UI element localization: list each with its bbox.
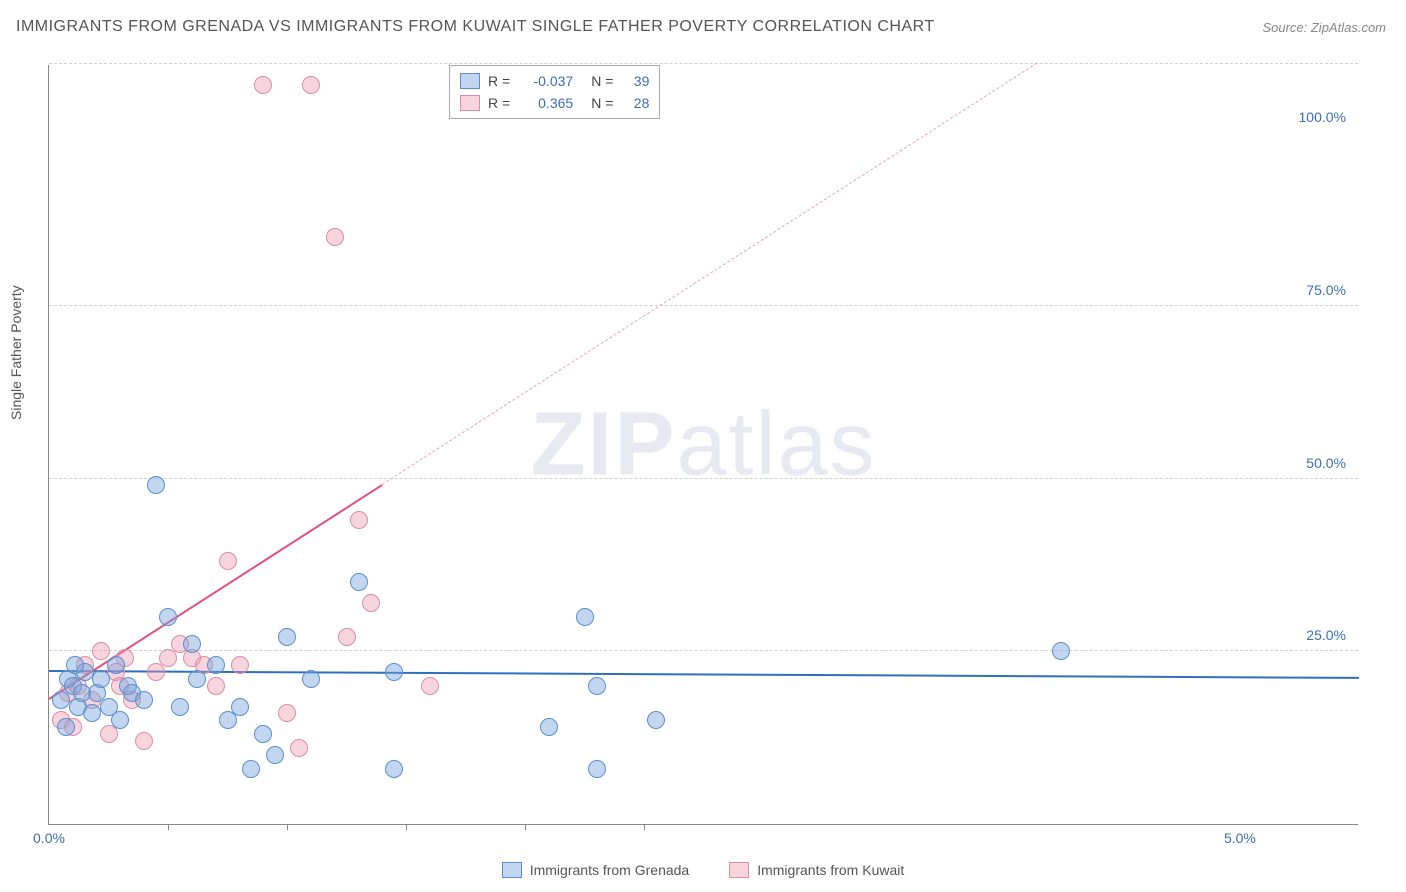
point-grenada [266, 746, 284, 764]
gridline [49, 63, 1358, 64]
point-grenada [278, 628, 296, 646]
legend-label: Immigrants from Kuwait [757, 862, 904, 878]
y-tick-label: 100.0% [1299, 109, 1346, 125]
point-grenada [588, 677, 606, 695]
point-grenada [302, 670, 320, 688]
point-kuwait [350, 511, 368, 529]
point-grenada [107, 656, 125, 674]
legend-row: R = 0.365 N = 28 [460, 92, 649, 114]
x-tick-label: 5.0% [1224, 830, 1256, 846]
point-grenada [385, 760, 403, 778]
x-tick-mark [644, 824, 645, 830]
gridline [49, 478, 1358, 479]
point-grenada [207, 656, 225, 674]
point-grenada [83, 704, 101, 722]
point-grenada [135, 691, 153, 709]
trend-line [382, 63, 1038, 485]
point-grenada [57, 718, 75, 736]
watermark: ZIPatlas [530, 393, 876, 496]
point-kuwait [290, 739, 308, 757]
n-value: 28 [621, 92, 649, 114]
r-label: R = [488, 70, 510, 92]
legend-swatch [460, 73, 480, 89]
point-grenada [647, 711, 665, 729]
point-grenada [159, 608, 177, 626]
x-tick-mark [525, 824, 526, 830]
point-kuwait [231, 656, 249, 674]
point-kuwait [421, 677, 439, 695]
r-value: 0.365 [518, 92, 573, 114]
point-grenada [350, 573, 368, 591]
source-attribution: Source: ZipAtlas.com [1262, 20, 1386, 35]
n-value: 39 [621, 70, 649, 92]
point-kuwait [254, 76, 272, 94]
point-grenada [111, 711, 129, 729]
point-kuwait [362, 594, 380, 612]
point-kuwait [219, 552, 237, 570]
n-label: N = [591, 70, 613, 92]
point-grenada [66, 656, 84, 674]
point-grenada [1052, 642, 1070, 660]
point-grenada [73, 684, 91, 702]
r-label: R = [488, 92, 510, 114]
y-tick-label: 25.0% [1306, 627, 1346, 643]
point-kuwait [326, 228, 344, 246]
point-grenada [147, 476, 165, 494]
correlation-legend-box: R = -0.037 N = 39 R = 0.365 N = 28 [449, 65, 660, 119]
x-tick-mark [168, 824, 169, 830]
gridline [49, 305, 1358, 306]
point-grenada [254, 725, 272, 743]
x-tick-label: 0.0% [33, 830, 65, 846]
chart-title: IMMIGRANTS FROM GRENADA VS IMMIGRANTS FR… [16, 18, 935, 36]
point-grenada [588, 760, 606, 778]
legend-swatch [729, 862, 749, 878]
point-kuwait [338, 628, 356, 646]
point-grenada [183, 635, 201, 653]
legend-item: Immigrants from Kuwait [729, 862, 904, 878]
point-kuwait [278, 704, 296, 722]
point-kuwait [135, 732, 153, 750]
x-tick-mark [287, 824, 288, 830]
y-tick-label: 50.0% [1306, 455, 1346, 471]
n-label: N = [591, 92, 613, 114]
legend-swatch [460, 95, 480, 111]
legend-item: Immigrants from Grenada [502, 862, 690, 878]
gridline [49, 650, 1358, 651]
point-grenada [242, 760, 260, 778]
point-grenada [92, 670, 110, 688]
point-kuwait [302, 76, 320, 94]
x-tick-mark [406, 824, 407, 830]
y-tick-label: 75.0% [1306, 282, 1346, 298]
point-grenada [188, 670, 206, 688]
legend-row: R = -0.037 N = 39 [460, 70, 649, 92]
point-grenada [576, 608, 594, 626]
point-kuwait [92, 642, 110, 660]
y-axis-label: Single Father Poverty [8, 285, 24, 420]
r-value: -0.037 [518, 70, 573, 92]
point-grenada [231, 698, 249, 716]
plot-area: ZIPatlas R = -0.037 N = 39 R = 0.365 N = 28 25.… [48, 65, 1358, 825]
point-grenada [171, 698, 189, 716]
legend-label: Immigrants from Grenada [530, 862, 690, 878]
point-kuwait [207, 677, 225, 695]
legend-swatch [502, 862, 522, 878]
point-grenada [385, 663, 403, 681]
point-grenada [540, 718, 558, 736]
bottom-legend: Immigrants from Grenada Immigrants from K… [0, 862, 1406, 878]
